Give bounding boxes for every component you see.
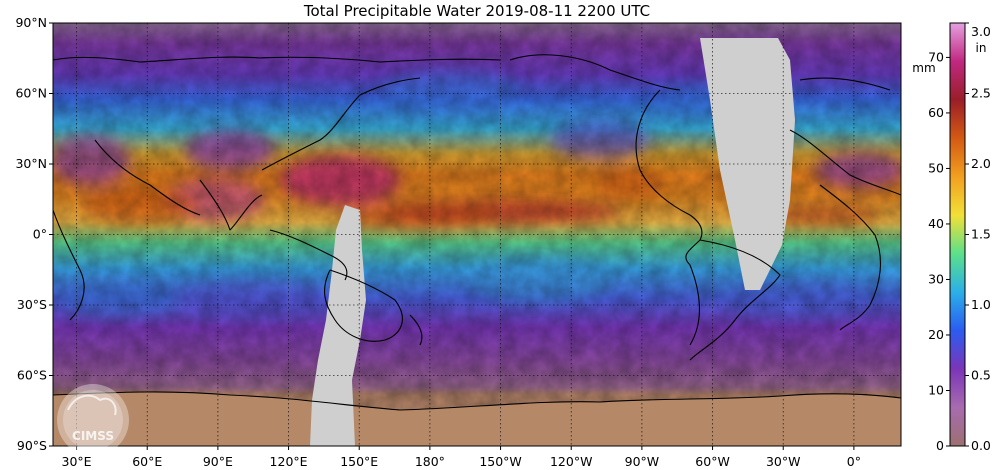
coastlines — [53, 54, 901, 411]
no-data-swath-west — [310, 205, 366, 446]
colorbar-scale — [949, 22, 966, 447]
latitude-labels: 90°N 60°N 30°N 0° 30°S 60°S 90°S — [15, 15, 53, 453]
longitude-label: 30°E — [62, 454, 92, 469]
colorbar-mm-label: 10 — [928, 382, 944, 397]
colorbar-in-label: 3.0 — [971, 24, 991, 39]
colorbar-mm-label: 30 — [928, 271, 944, 286]
colorbar-mm-label: 60 — [928, 105, 944, 120]
latitude-label: 90°S — [17, 438, 47, 453]
longitude-label: 150°W — [479, 454, 521, 469]
cimss-logo: CIMSS — [57, 384, 129, 456]
longitude-label: 90°E — [203, 454, 233, 469]
longitude-label: 30°W — [766, 454, 801, 469]
colorbar-in-label: 2.0 — [971, 156, 991, 171]
longitude-label: 60°W — [695, 454, 730, 469]
latitude-label: 0° — [33, 227, 47, 242]
latitude-label: 90°N — [15, 15, 47, 30]
map-title: Total Precipitable Water 2019-08-11 2200… — [303, 2, 651, 20]
colorbar-in-ticks: 0.0 0.5 1.0 1.5 2.0 2.5 3.0 — [965, 22, 991, 453]
colorbar-mm-label: 0 — [936, 438, 944, 453]
longitude-label: 90°W — [625, 454, 660, 469]
longitude-label: 120°E — [270, 454, 308, 469]
colorbar-mm-label: 50 — [928, 160, 944, 175]
logo-text: CIMSS — [72, 429, 114, 443]
colorbar-mm-label: 40 — [928, 216, 944, 231]
longitude-label: 180° — [415, 454, 445, 469]
longitude-label: 60°E — [132, 454, 162, 469]
latitude-label: 60°S — [17, 368, 47, 383]
longitude-label: 120°W — [550, 454, 592, 469]
colorbar-unit-mm: mm — [912, 61, 935, 75]
latitude-label: 30°N — [15, 156, 47, 171]
graticule — [53, 23, 901, 446]
colorbar-in-label: 0.0 — [971, 438, 991, 453]
latitude-label: 30°S — [17, 297, 47, 312]
colorbar: mm in 0 10 20 30 40 50 60 70 0.0 0.5 1.0 1.5 2.0 2.5… — [912, 22, 991, 453]
colorbar-in-label: 1.5 — [971, 227, 991, 242]
colorbar-mm-label: 70 — [928, 49, 944, 64]
colorbar-in-label: 2.5 — [971, 86, 991, 101]
longitude-label: 150°E — [340, 454, 378, 469]
no-data-swath-east — [700, 38, 795, 290]
latitude-label: 60°N — [15, 86, 47, 101]
colorbar-unit-in: in — [976, 41, 987, 55]
colorbar-in-label: 1.0 — [971, 297, 991, 312]
colorbar-in-label: 0.5 — [971, 368, 991, 383]
colorbar-mm-label: 20 — [928, 327, 944, 342]
longitude-label: 0° — [847, 454, 861, 469]
colorbar-mm-ticks: 0 10 20 30 40 50 60 70 — [928, 49, 950, 453]
longitude-labels: 30°E 60°E 90°E 120°E 150°E 180° 150°W 120°W 90°W… — [62, 446, 861, 469]
